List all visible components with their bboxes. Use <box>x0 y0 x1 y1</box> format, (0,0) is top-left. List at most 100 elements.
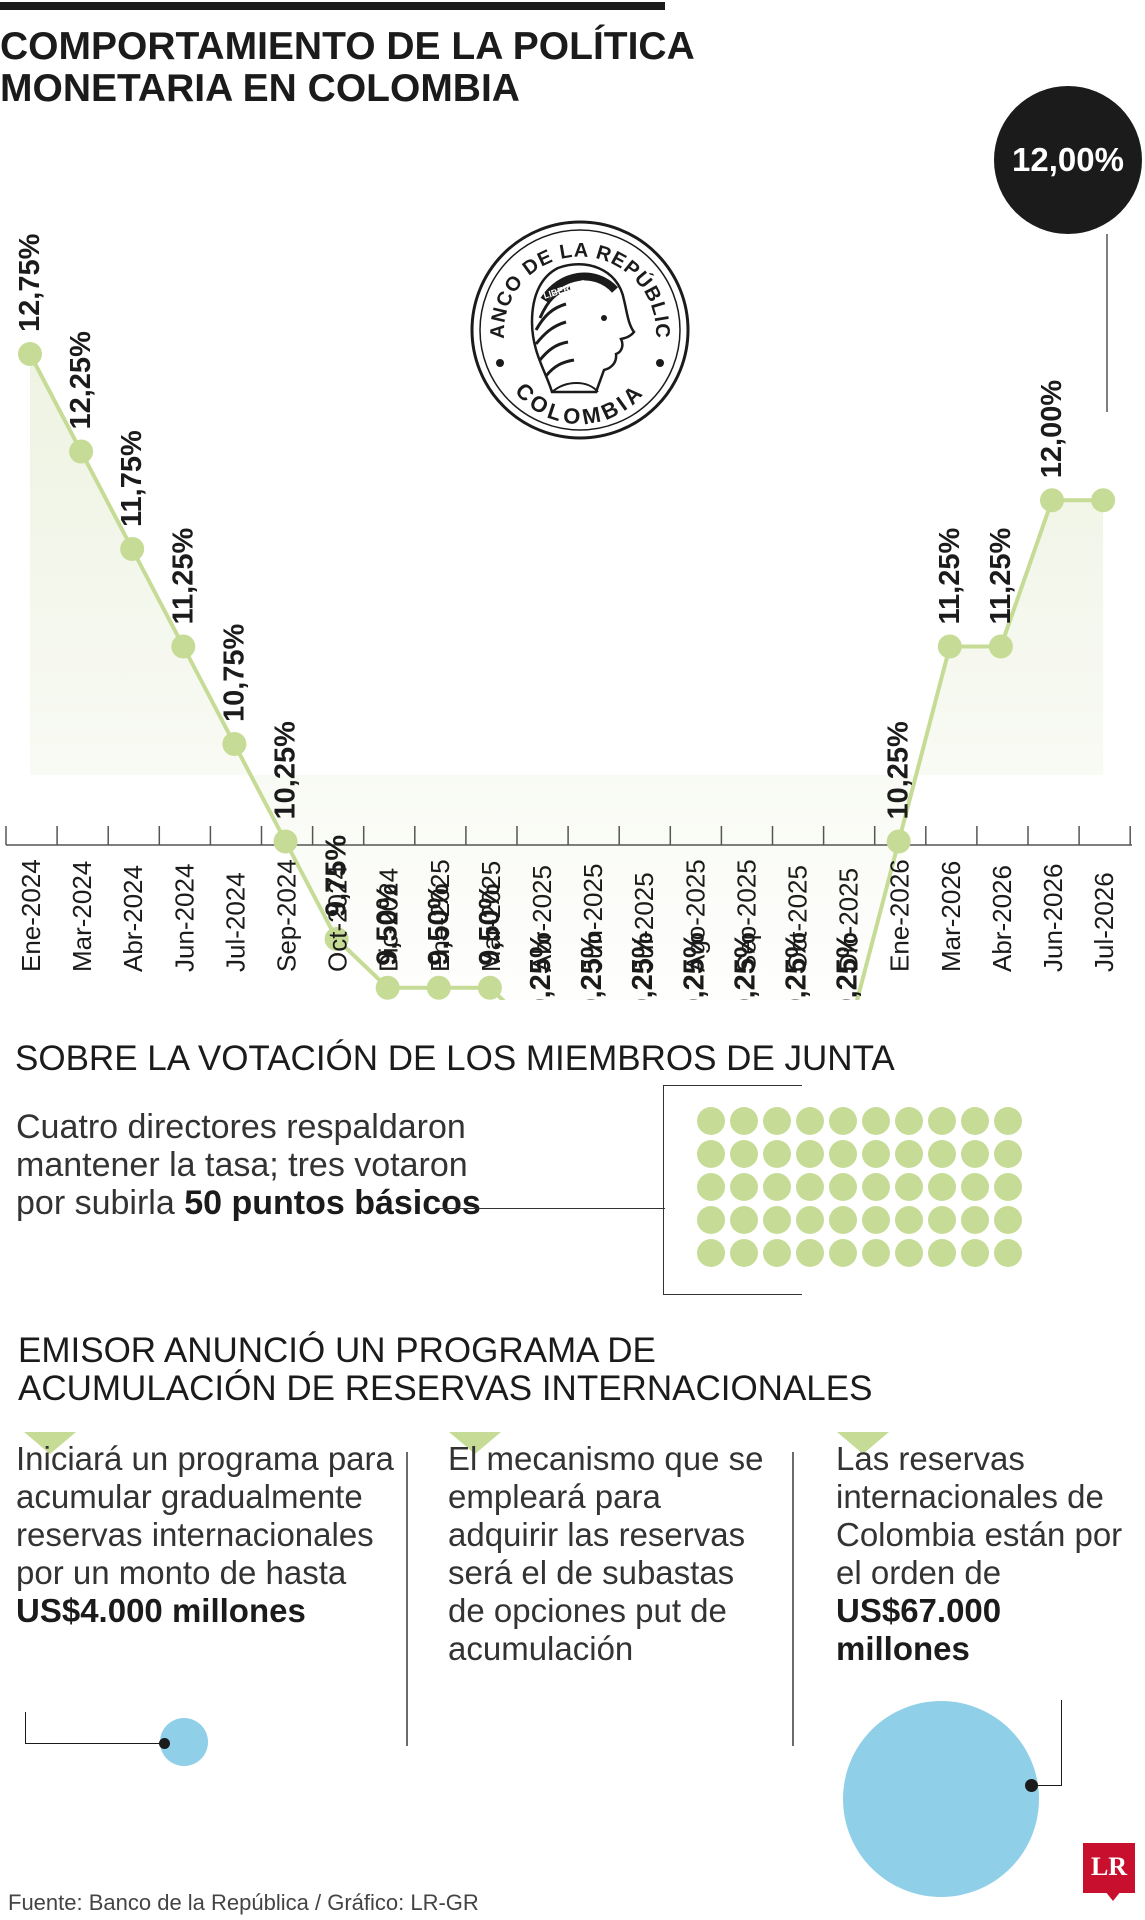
votes-text: Cuatro directores respaldaron mantener l… <box>16 1108 486 1222</box>
data-label: 9,25% <box>729 932 761 1000</box>
data-label: 9,25% <box>781 932 813 1000</box>
bubble-1-anchor-dot <box>159 1738 170 1749</box>
reserves-title: EMISOR ANUNCIÓ UN PROGRAMA DE ACUMULACIÓ… <box>18 1331 873 1408</box>
vote-dot <box>697 1173 725 1201</box>
x-tick-label: Dic-2024 <box>374 868 404 972</box>
votes-title: SOBRE LA VOTACIÓN DE LOS MIEMBROS DE JUN… <box>15 1039 895 1078</box>
data-label: 12,25% <box>65 331 97 430</box>
column-1-marker <box>24 1432 76 1454</box>
data-point <box>18 342 42 366</box>
x-tick-label: Mar-2025 <box>476 861 506 972</box>
data-label: 9,50% <box>423 883 455 965</box>
data-point <box>120 537 145 561</box>
data-label: 12,75% <box>14 233 46 332</box>
data-label: 9,25% <box>627 932 659 1000</box>
data-point <box>937 634 962 659</box>
vote-dot <box>796 1107 824 1135</box>
vote-dot <box>928 1107 956 1135</box>
vote-dot <box>829 1206 857 1234</box>
data-label: 12,00% <box>1036 380 1068 479</box>
votes-connector-line <box>440 1208 665 1209</box>
x-tick-label: Oct-2025 <box>783 865 813 972</box>
data-point <box>324 927 349 951</box>
vote-dot <box>730 1206 758 1234</box>
column-divider-2 <box>792 1452 794 1746</box>
data-label: 10,75% <box>218 623 250 722</box>
column-1-bold: US$4.000 millones <box>16 1592 306 1629</box>
vote-dot <box>928 1206 956 1234</box>
reserves-column-3: Las reservas internacionales de Colombia… <box>836 1440 1126 1668</box>
x-tick-label: Mar-2026 <box>936 861 966 972</box>
x-tick-label: Sep-2024 <box>272 859 302 972</box>
x-tick-label: Dic-2025 <box>834 868 864 972</box>
data-label: 9,25% <box>832 932 864 1000</box>
bubble-2-leader-h <box>1030 1785 1062 1786</box>
data-point <box>1040 488 1064 513</box>
x-tick-label: Jun-2025 <box>578 864 608 972</box>
vote-dot <box>730 1107 758 1135</box>
vote-dot <box>763 1239 791 1267</box>
votes-text-bold: 50 puntos básicos <box>184 1184 481 1222</box>
x-tick-label: Jun-2024 <box>169 864 199 972</box>
top-rule <box>0 2 665 10</box>
vote-dot <box>928 1173 956 1201</box>
data-label: 9,25% <box>525 932 557 1000</box>
bubble-1-leader-h <box>25 1743 163 1744</box>
data-label: 11,25% <box>167 528 199 625</box>
bubble-1-leader-v <box>25 1712 26 1744</box>
vote-dot <box>895 1206 923 1234</box>
x-tick-label: Ene-2026 <box>885 859 915 972</box>
reserves-column-2: El mecanismo que se empleará para adquir… <box>448 1440 778 1668</box>
vote-dot <box>895 1173 923 1201</box>
data-label: 9,75% <box>321 835 353 917</box>
vote-dot <box>697 1206 725 1234</box>
votes-dot-grid <box>697 1107 1027 1272</box>
vote-dot <box>796 1206 824 1234</box>
vote-dot <box>961 1239 989 1267</box>
data-point <box>426 975 451 1000</box>
x-tick-label: Oct-2024 <box>323 865 353 972</box>
source-note: Fuente: Banco de la República / Gráfico:… <box>8 1890 479 1915</box>
vote-dot <box>697 1107 725 1135</box>
x-tick-label: Jul-2026 <box>1089 872 1119 972</box>
x-tick-label: Abr-2026 <box>987 865 1017 972</box>
vote-dot <box>895 1107 923 1135</box>
banco-republica-seal: BANCO DE LA REPÚBLICA COLOMBIA LIBERTAD <box>0 0 690 440</box>
data-point <box>1091 488 1116 513</box>
reserves-column-1: Iniciará un programa para acumular gradu… <box>16 1440 396 1630</box>
votes-bracket <box>663 1085 802 1295</box>
vote-dot <box>895 1239 923 1267</box>
x-tick-label: Jul-2025 <box>629 872 659 972</box>
vote-dot <box>862 1206 890 1234</box>
data-point <box>273 829 298 854</box>
vote-dot <box>994 1239 1022 1267</box>
vote-dot <box>862 1239 890 1267</box>
vote-dot <box>928 1239 956 1267</box>
x-tick-label: Sep-2025 <box>731 859 761 972</box>
data-point <box>477 975 502 1000</box>
data-label: 10,25% <box>270 721 302 820</box>
data-point <box>886 829 911 854</box>
x-tick-label: Ene-2025 <box>425 859 455 972</box>
page-title: COMPORTAMIENTO DE LA POLÍTICA MONETARIA … <box>0 25 694 110</box>
vote-dot <box>994 1140 1022 1168</box>
data-label: 9,50% <box>474 883 506 965</box>
vote-dot <box>961 1107 989 1135</box>
column-3-bold: US$67.000 millones <box>836 1592 1002 1667</box>
column-2-marker <box>449 1432 501 1454</box>
bubble-2-anchor-dot <box>1025 1779 1038 1792</box>
vote-dot <box>730 1173 758 1201</box>
lr-logo: LR <box>1083 1843 1135 1901</box>
vote-dot <box>730 1140 758 1168</box>
x-tick-label: Ene-2024 <box>16 859 46 972</box>
votes-text-body: Cuatro directores respaldaron mantener l… <box>16 1108 468 1222</box>
data-label: 9,50% <box>372 883 404 965</box>
vote-dot <box>862 1140 890 1168</box>
vote-dot <box>829 1239 857 1267</box>
data-label: 11,25% <box>934 528 966 625</box>
data-label: 11,75% <box>116 430 148 527</box>
x-tick-label: Mar-2024 <box>67 861 97 972</box>
data-point <box>375 975 400 1000</box>
vote-dot <box>697 1140 725 1168</box>
x-tick-label: Abr-2024 <box>118 865 148 972</box>
